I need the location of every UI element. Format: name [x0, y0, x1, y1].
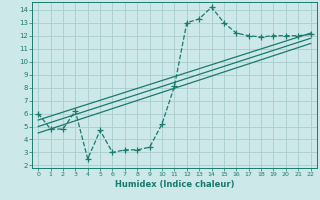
X-axis label: Humidex (Indice chaleur): Humidex (Indice chaleur) [115, 180, 234, 189]
